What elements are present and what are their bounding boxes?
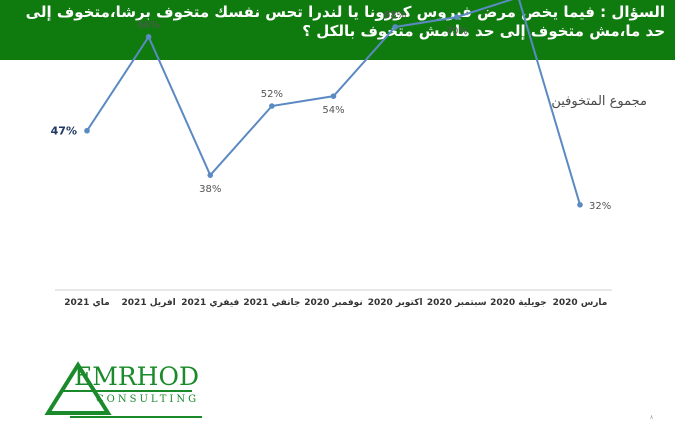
data-label: 66% [138, 20, 160, 31]
data-label: 68% [384, 10, 406, 21]
data-point [392, 24, 398, 30]
page-number: ٨ [650, 414, 654, 421]
logo-name: EMRHOD [74, 362, 200, 391]
x-tick-label: جانفي 2021 [243, 298, 300, 308]
x-tick-label: مارس 2020 [553, 298, 608, 308]
x-tick-label: ماي 2021 [64, 298, 109, 308]
data-point [330, 93, 337, 99]
data-label: 38% [199, 184, 221, 195]
data-point [145, 34, 152, 40]
data-points [84, 0, 583, 208]
triangle-logo-icon [44, 361, 202, 418]
x-tick-label: فيفري 2021 [181, 298, 239, 308]
data-point [269, 103, 275, 109]
data-label: 70% [446, 26, 468, 37]
data-label: 54% [322, 105, 344, 116]
x-tick-labels: ماي 2021 افريل 2021 فيفري 2021 جانفي 2021 نو… [64, 298, 607, 308]
series-line [86, 0, 581, 206]
data-labels: 47%66%38%52%54%68%70%74%32% [51, 10, 612, 212]
data-point [84, 127, 90, 134]
x-tick-label: جويلية 2020 [490, 298, 547, 308]
x-tick-label: افريل 2021 [122, 298, 176, 308]
x-tick-label: نوفمبر 2020 [304, 298, 362, 308]
x-tick-label: اكتوبر 2020 [368, 298, 423, 308]
x-tick-label: سبتمبر 2020 [427, 298, 487, 308]
chart-title: مجموع المتخوفين [551, 94, 647, 109]
data-label: 47% [51, 125, 77, 138]
data-label: 52% [261, 89, 283, 100]
data-point [453, 14, 460, 20]
logo [42, 353, 214, 421]
data-point [207, 172, 214, 178]
data-label: 32% [589, 201, 611, 212]
data-point [577, 202, 583, 208]
logo-subtitle: CONSULTING [96, 394, 200, 405]
